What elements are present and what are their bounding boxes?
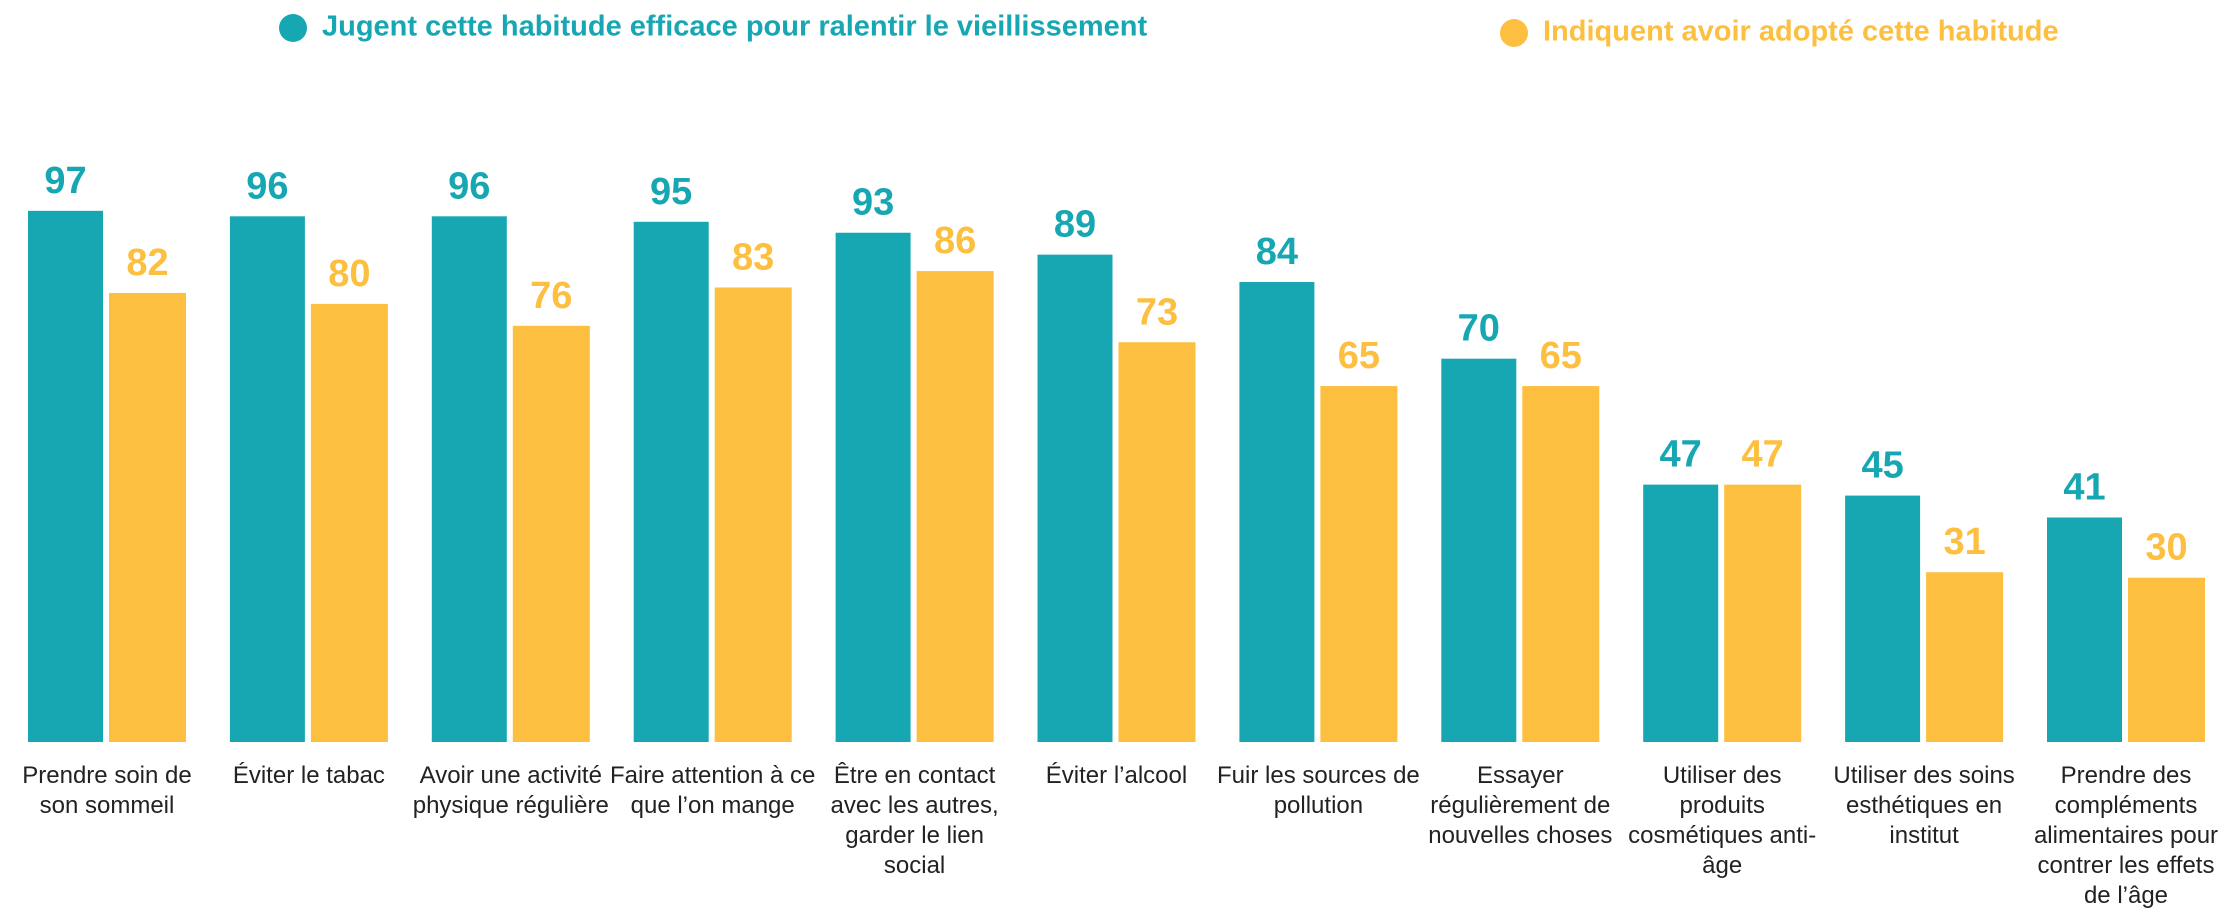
x-tick-label: Essayer régulièrement de nouvelles chose… — [1428, 762, 1613, 849]
x-tick-label: Utiliser des produits cosmétiques anti-â… — [1628, 762, 1817, 879]
data-label: 65 — [1338, 335, 1380, 377]
data-label: 97 — [44, 160, 86, 202]
data-label: 84 — [1256, 231, 1298, 273]
bar — [1845, 495, 1921, 742]
data-label: 86 — [934, 220, 976, 262]
bar — [1926, 572, 2004, 742]
data-label: 96 — [448, 165, 490, 207]
bar — [1118, 342, 1196, 742]
bar — [1037, 254, 1113, 743]
bar — [835, 232, 911, 742]
bar — [229, 216, 305, 742]
data-label: 41 — [2063, 466, 2105, 508]
bar — [1522, 386, 1600, 742]
bar — [431, 216, 507, 742]
x-tick-label: Faire attention à ce que l’on mange — [609, 762, 816, 819]
data-label: 31 — [1943, 521, 1985, 563]
data-label: 95 — [650, 171, 692, 213]
bar — [2128, 577, 2205, 742]
data-label: 47 — [1660, 434, 1702, 476]
data-label: 45 — [1861, 445, 1903, 487]
bar — [28, 210, 103, 742]
data-label: 76 — [530, 275, 572, 317]
data-label: 73 — [1136, 291, 1178, 333]
bar — [1320, 386, 1398, 742]
bar — [1724, 484, 1802, 742]
bar — [109, 292, 186, 742]
x-tick-label: Avoir une activité physique régulière — [412, 762, 609, 819]
legend-marker — [1500, 19, 1528, 47]
bar — [512, 325, 590, 742]
x-tick-label: Prendre soin de son sommeil — [22, 762, 192, 819]
bar — [1239, 282, 1315, 742]
data-label: 47 — [1742, 434, 1784, 476]
legend-label: Jugent cette habitude efficace pour rale… — [322, 11, 1147, 43]
bar — [916, 271, 994, 742]
legend-marker — [279, 14, 307, 42]
data-label: 82 — [126, 242, 168, 284]
bar — [2047, 517, 2122, 742]
x-tick-label: Fuir les sources de pollution — [1217, 762, 1420, 819]
bar — [633, 221, 709, 742]
data-label: 93 — [852, 182, 894, 224]
x-tick-label: Prendre des compléments alimentaires pou… — [2033, 762, 2219, 909]
x-tick-label: Être en contact avec les autres, garder … — [830, 762, 999, 879]
data-label: 65 — [1540, 335, 1582, 377]
legend-label: Indiquent avoir adopté cette habitude — [1543, 16, 2059, 48]
bar — [714, 287, 792, 742]
data-label: 83 — [732, 236, 774, 278]
x-tick-label: Utiliser des soins esthétiques en instit… — [1833, 762, 2015, 849]
data-label: 70 — [1458, 308, 1500, 350]
data-label: 80 — [328, 253, 370, 295]
bar — [310, 303, 388, 742]
bar — [1441, 358, 1517, 742]
data-label: 30 — [2145, 527, 2187, 569]
bar — [1643, 484, 1719, 742]
x-tick-label: Éviter le tabac — [232, 762, 385, 789]
x-tick-label: Éviter l’alcool — [1045, 762, 1188, 789]
data-label: 96 — [246, 165, 288, 207]
data-label: 89 — [1054, 204, 1096, 246]
